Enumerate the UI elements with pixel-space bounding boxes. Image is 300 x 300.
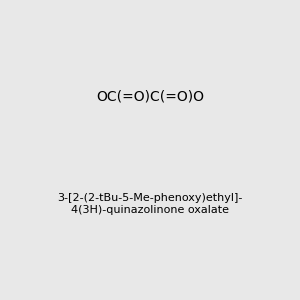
Text: 3-[2-(2-tBu-5-Me-phenoxy)ethyl]-
4(3H)-quinazolinone oxalate: 3-[2-(2-tBu-5-Me-phenoxy)ethyl]- 4(3H)-q…	[57, 193, 243, 215]
Text: OC(=O)C(=O)O: OC(=O)C(=O)O	[96, 89, 204, 103]
